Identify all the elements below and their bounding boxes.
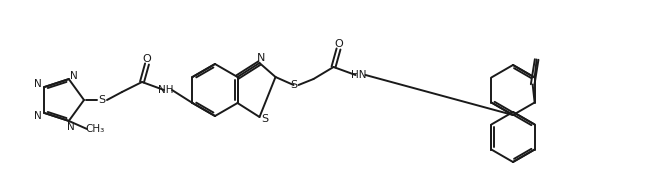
Text: S: S [261,114,268,124]
Text: N: N [35,79,42,89]
Text: O: O [334,39,343,49]
Text: O: O [142,54,151,64]
Text: HN: HN [351,70,366,80]
Text: N: N [67,122,74,132]
Text: N: N [70,71,78,81]
Text: N: N [35,111,42,121]
Text: S: S [290,80,297,90]
Text: N: N [257,53,266,63]
Text: CH₃: CH₃ [85,124,104,134]
Text: S: S [99,95,106,105]
Text: NH: NH [158,85,174,95]
